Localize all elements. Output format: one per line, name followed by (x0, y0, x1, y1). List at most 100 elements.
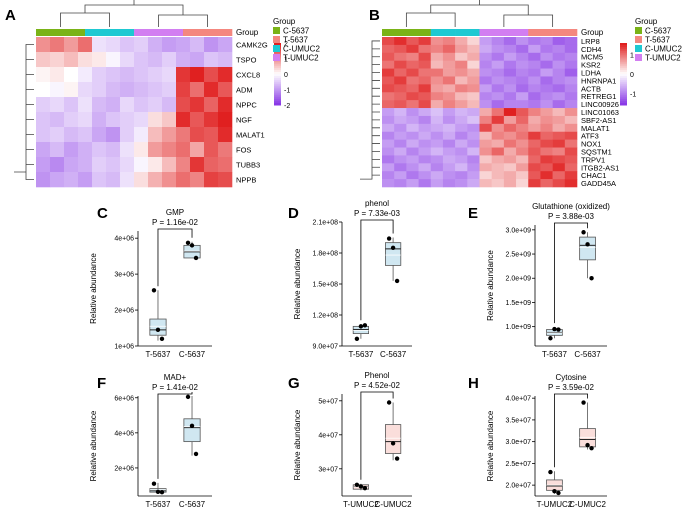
heatmap-cell (92, 37, 107, 53)
heatmap-cell (516, 179, 529, 188)
heatmap-cell (78, 37, 93, 53)
heatmap-cell (162, 82, 177, 98)
legend-swatch (635, 45, 642, 52)
data-point (185, 240, 191, 246)
data-point (159, 489, 165, 495)
group-bar-cell (430, 29, 456, 36)
heatmap-cell (36, 52, 51, 68)
heatmap-cell (467, 115, 480, 125)
heatmap-cell (162, 142, 177, 158)
color-scale-step (620, 59, 627, 63)
row-label: LRP8 (581, 37, 600, 46)
heatmap-cell (528, 52, 541, 61)
heatmap-cell (148, 52, 163, 68)
heatmap-cell (564, 52, 578, 61)
color-scale-step (620, 84, 627, 87)
heatmap-cell (491, 131, 505, 140)
panel-letter: C (97, 205, 108, 222)
heatmap-cell (479, 163, 492, 172)
heatmap-cell (442, 115, 456, 125)
heatmap-cell (430, 155, 444, 164)
heatmap-cell (479, 155, 492, 164)
heatmap-cell (479, 52, 492, 61)
row-label: LDHA (581, 69, 601, 78)
heatmap-cell (467, 163, 480, 172)
heatmap-cell (430, 147, 444, 156)
heatmap-cell (479, 68, 492, 77)
y-axis-label: Relative abundance (486, 250, 495, 321)
color-scale-step (274, 67, 281, 71)
y-tick-label: 4e+06 (114, 430, 134, 437)
heatmap-cell (406, 123, 419, 133)
row-label: CXCL8 (236, 71, 260, 80)
data-point (394, 456, 400, 461)
color-scale-step (274, 98, 281, 102)
heatmap-cell (516, 60, 529, 69)
data-point (585, 442, 590, 448)
heatmap-cell (430, 60, 444, 69)
color-scale-step (274, 43, 281, 46)
y-tick-label: 2e+06 (114, 308, 134, 315)
heatmap-cell (442, 92, 456, 101)
heatmap-cell (503, 123, 517, 133)
heatmap-cell (382, 123, 395, 133)
heatmap-cell (479, 100, 492, 109)
heatmap-cell (92, 142, 107, 158)
heatmap-cell (491, 44, 505, 54)
heatmap-cell (503, 60, 517, 69)
heatmap-cell (120, 157, 135, 173)
color-scale-step (620, 94, 627, 98)
heatmap-cell (204, 157, 219, 173)
color-scale-tick: -1 (284, 88, 290, 95)
data-point (151, 481, 157, 486)
color-scale-step (274, 90, 281, 94)
legend-label: T-5637 (283, 36, 308, 45)
heatmap-cell (479, 108, 492, 117)
data-point (358, 484, 364, 489)
y-tick-label: 3e+06 (114, 272, 134, 279)
heatmap-cell (148, 37, 163, 53)
row-label: NOX1 (581, 140, 601, 149)
heatmap-cell (406, 155, 419, 164)
heatmap-cell (528, 123, 541, 133)
color-scale-step (274, 100, 281, 104)
heatmap-cell (516, 123, 529, 133)
heatmap-cell (455, 179, 468, 188)
p-value: P = 3.59e-02 (548, 383, 594, 392)
heatmap-cell (50, 37, 65, 53)
group-bar-cell (552, 29, 578, 36)
heatmap-cell (552, 123, 566, 133)
data-point (394, 278, 400, 284)
color-scale-step (620, 78, 627, 81)
heatmap-cell (540, 131, 553, 140)
heatmap-cell (394, 100, 407, 109)
data-point (386, 236, 392, 241)
heatmap-cell (78, 97, 93, 113)
heatmap-cell (106, 127, 121, 143)
group-row-label: Group (581, 28, 604, 37)
heatmap-cell (418, 108, 432, 117)
heatmap-cell (394, 108, 407, 117)
heatmap-cell (552, 131, 566, 140)
heatmap-cell (564, 68, 578, 77)
color-scale-step (620, 55, 627, 58)
heatmap-cell (382, 147, 395, 156)
heatmap-cell (516, 37, 529, 46)
heatmap-cell (120, 67, 135, 83)
heatmap-cell (218, 172, 233, 188)
heatmap-cell (442, 76, 456, 85)
heatmap-cell (442, 44, 456, 54)
heatmap-cell (418, 171, 432, 180)
data-point (552, 489, 557, 494)
heatmap-cell (552, 92, 566, 101)
row-label: TSPO (236, 56, 257, 65)
row-label: LINC01063 (581, 108, 619, 117)
heatmap-cell (134, 127, 149, 143)
data-point (548, 336, 553, 341)
color-scale-tick: 0 (630, 72, 634, 79)
color-scale-step (274, 51, 281, 54)
y-tick-label: 6e+06 (114, 395, 134, 402)
heatmap-cell (50, 157, 65, 173)
heatmap-cell (382, 139, 395, 148)
